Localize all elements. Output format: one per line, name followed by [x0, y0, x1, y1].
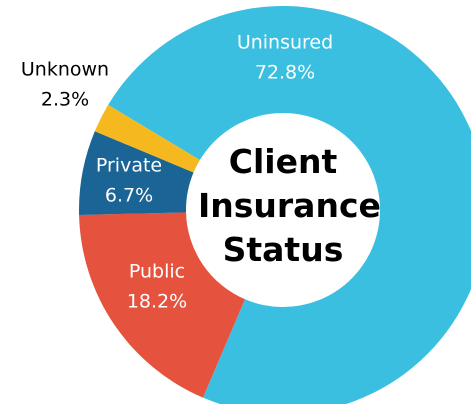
donut-segment: [108, 6, 471, 404]
donut-segment: [94, 104, 200, 173]
value-label: 6.7%: [105, 185, 153, 207]
donut-segment: [79, 131, 194, 215]
donut-segment: [79, 212, 245, 398]
segment-label: Private: [96, 155, 162, 177]
value-label: 72.8%: [255, 62, 315, 84]
value-label: 2.3%: [41, 89, 89, 111]
segment-label: Public: [129, 261, 185, 283]
segment-label: Uninsured: [237, 32, 333, 54]
chart-title: Client Insurance Status: [198, 142, 381, 269]
value-label: 18.2%: [127, 291, 187, 313]
segment-label: Unknown: [21, 59, 109, 81]
